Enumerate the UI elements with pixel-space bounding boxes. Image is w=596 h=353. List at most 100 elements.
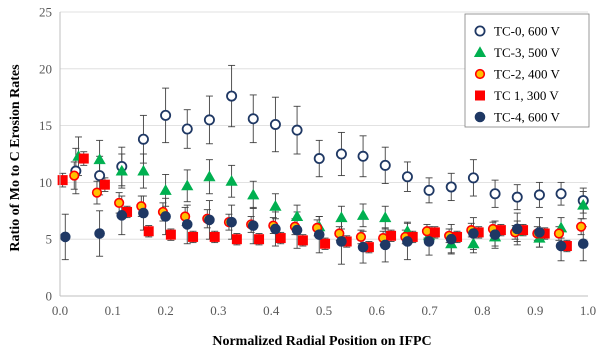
data-point [275,233,286,244]
tick-labels: 0 5 10 15 20 25 0.0 0.1 0.2 0.3 0.4 0.5 0.6 0.7 0.8 0.9… [39,5,596,319]
data-point [209,231,220,242]
data-point [423,236,435,247]
y-tick-label: 25 [39,5,52,20]
legend-label: TC-2, 400 V [494,67,560,82]
legend-label: TC-4, 600 V [494,110,560,125]
data-point [160,211,171,222]
legend-label: TC 1, 300 V [494,88,559,103]
legend-marker [474,68,486,80]
y-tick-label: 15 [39,118,52,133]
data-point [357,150,369,162]
x-tick-label: 0.4 [263,303,280,318]
data-point [247,113,259,125]
data-point [270,223,281,235]
data-point [379,159,391,171]
data-point [386,230,397,241]
legend-label: TC-3, 500 V [494,45,560,60]
data-point [577,198,590,210]
data-point [94,170,106,182]
data-point [181,219,193,230]
axes [59,12,588,297]
data-point [313,229,325,240]
data-point [511,223,523,235]
x-tick-label: 0.1 [105,303,121,318]
data-point [335,211,348,223]
y-tick-label: 5 [46,232,53,247]
data-point [445,181,457,193]
x-tick-label: 0.9 [527,303,543,318]
data-point [160,109,172,121]
data-markers [57,90,590,253]
y-axis-title: Ratio of Mo to C Erosion Rates [8,64,23,252]
data-point [247,220,259,231]
x-tick-label: 0.5 [316,303,332,318]
data-point [577,238,589,250]
data-point [576,221,587,232]
data-point [181,123,193,135]
data-point [78,153,89,164]
data-point [225,175,238,186]
data-point [93,153,106,165]
legend-box [464,13,590,128]
x-tick-label: 0.7 [421,303,438,318]
data-point [402,236,413,247]
data-point [226,216,237,228]
data-point [91,187,103,198]
legend-marker [474,111,486,123]
legend-marker [474,90,485,101]
data-point [511,191,523,203]
x-tick-label: 0.0 [52,303,68,318]
data-point [467,237,480,249]
data-point [297,235,308,246]
data-point [320,238,331,249]
data-point [181,179,194,191]
legend-label: TC-0, 600 V [494,24,560,39]
legend-marker [473,46,487,58]
data-point [355,231,367,243]
data-point [468,228,479,239]
data-point [137,133,149,145]
data-point [94,228,105,239]
data-point [555,188,567,200]
data-point [137,164,150,176]
legend-marker [474,25,486,37]
data-point [165,229,176,240]
x-tick-label: 1.0 [580,303,596,318]
data-point [335,148,347,160]
data-point [467,172,479,184]
data-point [423,184,435,196]
data-point [57,175,68,186]
y-tick-label: 0 [46,289,53,304]
data-point [429,227,440,238]
data-point [116,210,128,221]
legend: TC-0, 600 V TC-3, 500 V TC-2, 400 V TC 1, 3… [464,13,590,128]
data-point [99,179,110,190]
y-tick-label: 20 [39,61,52,76]
data-point [533,189,545,201]
data-point [489,188,501,200]
data-point [313,153,325,165]
x-axis-title: Normalized Radial Position on IFPC [212,334,431,349]
data-point [356,209,370,220]
data-point [489,229,501,240]
data-point [357,241,369,253]
data-point [203,170,216,182]
data-point [534,227,545,238]
data-point [445,233,457,245]
y-tick-label: 10 [39,175,52,190]
data-point [226,90,238,102]
x-tick-label: 0.8 [474,303,490,318]
data-point [159,184,172,195]
data-point [231,234,242,245]
data-point [269,200,282,211]
data-point [555,240,567,252]
x-tick-label: 0.2 [157,303,173,318]
data-point [188,231,199,242]
data-point [204,214,215,226]
data-point [247,188,260,200]
data-point [379,239,391,251]
data-point [143,226,154,237]
data-point [291,124,303,136]
data-point [114,197,125,208]
